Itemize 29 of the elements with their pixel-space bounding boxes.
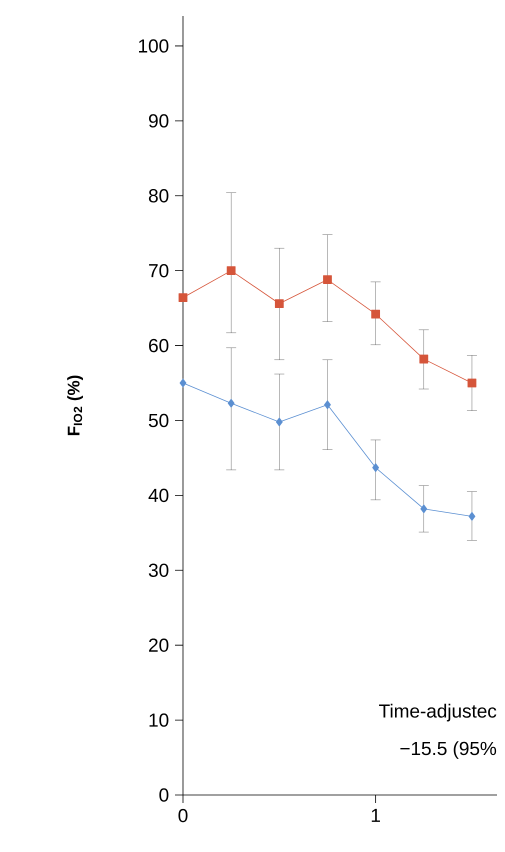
point [178, 293, 188, 302]
y-tick-label: 30 [148, 564, 168, 577]
point [420, 504, 428, 514]
x-tick-label: 1 [372, 808, 380, 822]
point [468, 378, 476, 388]
y-tick-label: 90 [148, 114, 168, 128]
point [276, 418, 283, 426]
point [468, 512, 476, 521]
annotation: −15.5 (95% [400, 741, 496, 759]
annotation: Time-adjustec [379, 704, 496, 722]
y-tick-label: 20 [149, 638, 168, 652]
point [371, 310, 380, 319]
y-tick-label: 10 [150, 713, 168, 727]
point [372, 463, 380, 472]
y-tick-label: 40 [148, 488, 168, 502]
point [324, 400, 331, 410]
y-tick-label: 50 [148, 414, 168, 428]
point [323, 275, 332, 284]
y-axis-title: F$_{IO2}$ (%) [67, 376, 83, 436]
point [228, 398, 235, 408]
y-tick-label: 0 [159, 788, 168, 802]
point [226, 266, 236, 276]
y-tick-label: 70 [149, 264, 168, 278]
y-tick-label: 60 [149, 338, 168, 352]
y-tick-label: 100 [139, 39, 168, 53]
y-tick-label: 80 [148, 189, 168, 202]
point [419, 354, 428, 364]
point [180, 378, 186, 388]
point [274, 299, 284, 308]
